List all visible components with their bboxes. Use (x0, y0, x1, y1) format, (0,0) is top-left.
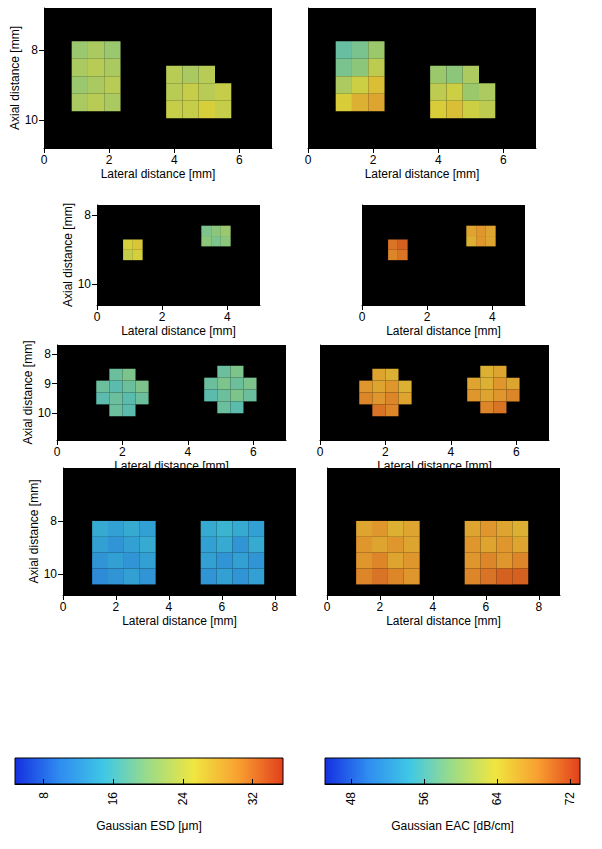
svg-text:8: 8 (535, 600, 542, 614)
svg-text:64: 64 (490, 792, 504, 806)
svg-text:10: 10 (78, 277, 92, 291)
svg-text:4: 4 (185, 445, 192, 459)
svg-text:0: 0 (317, 445, 324, 459)
svg-text:8: 8 (37, 792, 51, 799)
svg-text:4: 4 (166, 600, 173, 614)
svg-text:Lateral distance [mm]: Lateral distance [mm] (386, 614, 501, 628)
svg-text:6: 6 (513, 445, 520, 459)
svg-text:Lateral distance [mm]: Lateral distance [mm] (114, 459, 229, 473)
svg-text:Axial distance [mm]: Axial distance [mm] (21, 340, 35, 444)
svg-text:Lateral distance [mm]: Lateral distance [mm] (121, 324, 236, 338)
svg-text:8: 8 (44, 347, 51, 361)
svg-text:Gaussian ESD [μm]: Gaussian ESD [μm] (96, 819, 202, 833)
svg-text:8: 8 (50, 514, 57, 528)
svg-text:2: 2 (377, 600, 384, 614)
svg-text:2: 2 (119, 445, 126, 459)
svg-text:Lateral distance [mm]: Lateral distance [mm] (101, 167, 216, 181)
svg-text:0: 0 (359, 310, 366, 324)
svg-text:Gaussian EAC [dB/cm]: Gaussian EAC [dB/cm] (391, 819, 514, 833)
svg-text:4: 4 (489, 310, 496, 324)
svg-text:56: 56 (417, 792, 431, 806)
svg-text:10: 10 (44, 567, 58, 581)
svg-text:10: 10 (25, 113, 39, 127)
svg-text:8: 8 (271, 600, 278, 614)
svg-text:0: 0 (54, 445, 61, 459)
svg-text:8: 8 (31, 43, 38, 57)
svg-text:4: 4 (171, 153, 178, 167)
svg-text:24: 24 (176, 792, 190, 806)
svg-text:6: 6 (219, 600, 226, 614)
svg-text:4: 4 (435, 153, 442, 167)
svg-text:0: 0 (305, 153, 312, 167)
svg-text:6: 6 (500, 153, 507, 167)
svg-text:32: 32 (246, 792, 260, 806)
svg-text:0: 0 (94, 310, 101, 324)
svg-text:0: 0 (324, 600, 331, 614)
svg-text:Axial distance [mm]: Axial distance [mm] (61, 203, 75, 307)
svg-text:2: 2 (382, 445, 389, 459)
svg-text:0: 0 (41, 153, 48, 167)
svg-text:Lateral distance [mm]: Lateral distance [mm] (365, 167, 480, 181)
svg-text:4: 4 (448, 445, 455, 459)
svg-text:4: 4 (224, 310, 231, 324)
svg-text:2: 2 (113, 600, 120, 614)
svg-text:2: 2 (424, 310, 431, 324)
svg-text:2: 2 (370, 153, 377, 167)
svg-text:10: 10 (38, 406, 52, 420)
svg-text:2: 2 (159, 310, 166, 324)
svg-text:Axial distance [mm]: Axial distance [mm] (27, 479, 41, 583)
svg-text:6: 6 (250, 445, 257, 459)
svg-text:0: 0 (60, 600, 67, 614)
svg-text:Lateral distance [mm]: Lateral distance [mm] (386, 324, 501, 338)
svg-text:72: 72 (563, 792, 577, 806)
svg-text:16: 16 (106, 792, 120, 806)
svg-text:Axial distance [mm]: Axial distance [mm] (8, 26, 22, 130)
svg-text:8: 8 (84, 208, 91, 222)
svg-text:Lateral distance [mm]: Lateral distance [mm] (377, 459, 492, 473)
svg-text:2: 2 (106, 153, 113, 167)
svg-text:9: 9 (44, 377, 51, 391)
svg-text:Lateral distance [mm]: Lateral distance [mm] (122, 614, 237, 628)
svg-text:6: 6 (483, 600, 490, 614)
svg-text:4: 4 (430, 600, 437, 614)
svg-text:6: 6 (236, 153, 243, 167)
svg-text:48: 48 (344, 792, 358, 806)
